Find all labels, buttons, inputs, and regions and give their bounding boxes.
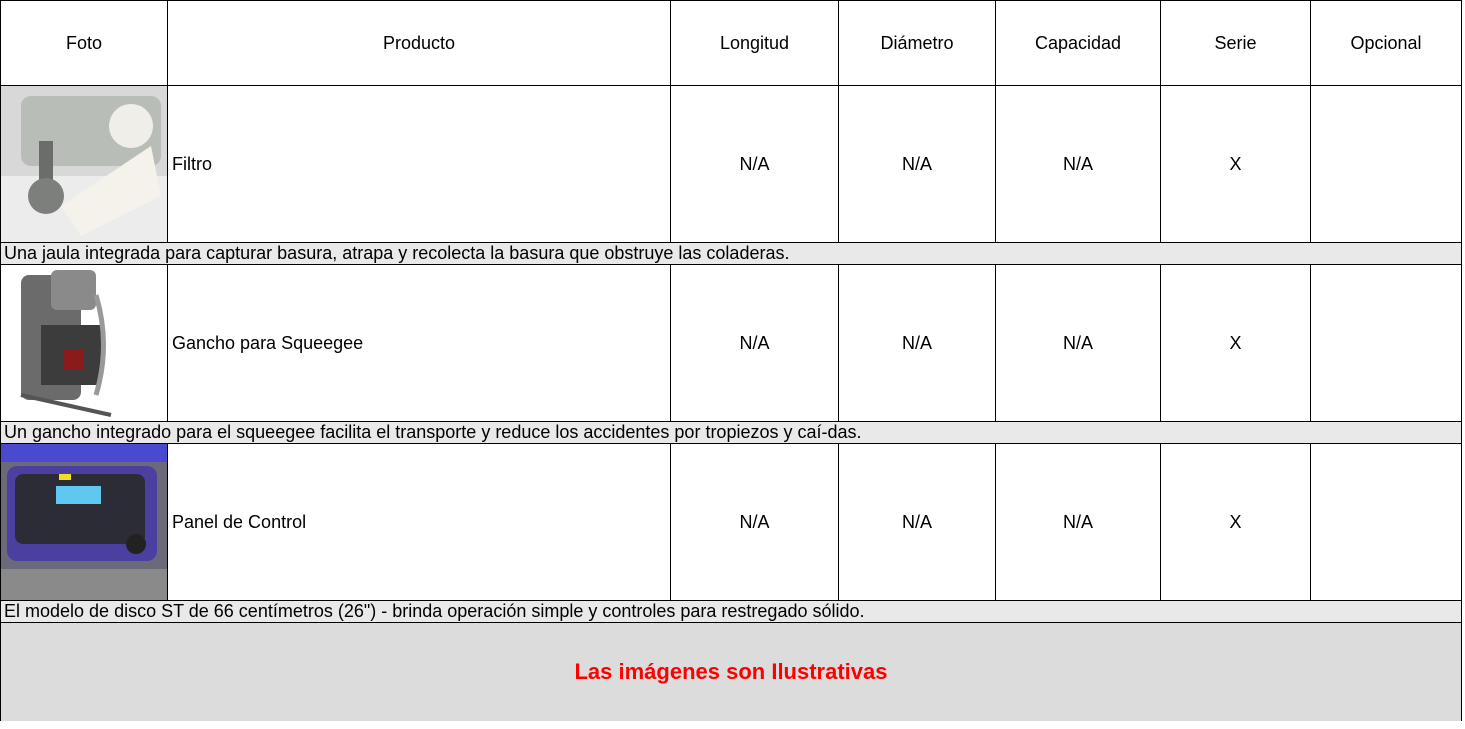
product-name: Filtro [167, 85, 671, 243]
optional-cell [1310, 264, 1462, 422]
description: Un gancho integrado para el squeegee fac… [0, 421, 1462, 444]
column-header: Serie [1160, 0, 1311, 86]
spec-cell: N/A [995, 443, 1161, 601]
product-row: Gancho para Squeegee N/A N/A N/A X [0, 264, 1462, 422]
photo [1, 265, 167, 421]
spec-cell: X [1160, 443, 1311, 601]
spec-cell: X [1160, 85, 1311, 243]
product-photo [0, 443, 168, 601]
photo [1, 86, 167, 242]
column-header: Diámetro [838, 0, 996, 86]
column-header: Foto [0, 0, 168, 86]
column-header: Opcional [1310, 0, 1462, 86]
optional-cell [1310, 443, 1462, 601]
description-row: Un gancho integrado para el squeegee fac… [0, 421, 1462, 444]
product-row: Filtro N/A N/A N/A X [0, 85, 1462, 243]
product-name: Panel de Control [167, 443, 671, 601]
spec-cell: N/A [838, 264, 996, 422]
description: El modelo de disco ST de 66 centímetros … [0, 600, 1462, 623]
column-header: Capacidad [995, 0, 1161, 86]
description-row: Una jaula integrada para capturar basura… [0, 242, 1462, 265]
spec-cell: N/A [995, 264, 1161, 422]
header-row: Foto Producto Longitud Diámetro Capacidad Ser… [0, 0, 1462, 86]
spec-cell: N/A [995, 85, 1161, 243]
product-photo [0, 264, 168, 422]
description-row: El modelo de disco ST de 66 centímetros … [0, 600, 1462, 623]
photo [1, 444, 167, 600]
footer-note: Las imágenes son Ilustrativas [0, 622, 1462, 721]
spec-cell: N/A [838, 443, 996, 601]
description: Una jaula integrada para capturar basura… [0, 242, 1462, 265]
product-name: Gancho para Squeegee [167, 264, 671, 422]
table-body: Filtro N/A N/A N/A X Una jaula integrada para… [0, 85, 1462, 721]
column-header: Longitud [670, 0, 839, 86]
spec-cell: N/A [670, 443, 839, 601]
spec-cell: X [1160, 264, 1311, 422]
product-row: Panel de Control N/A N/A N/A X [0, 443, 1462, 601]
column-header: Producto [167, 0, 671, 86]
spec-cell: N/A [670, 85, 839, 243]
spec-cell: N/A [670, 264, 839, 422]
footer-row: Las imágenes son Ilustrativas [0, 622, 1462, 721]
product-photo [0, 85, 168, 243]
spec-cell: N/A [838, 85, 996, 243]
optional-cell [1310, 85, 1462, 243]
